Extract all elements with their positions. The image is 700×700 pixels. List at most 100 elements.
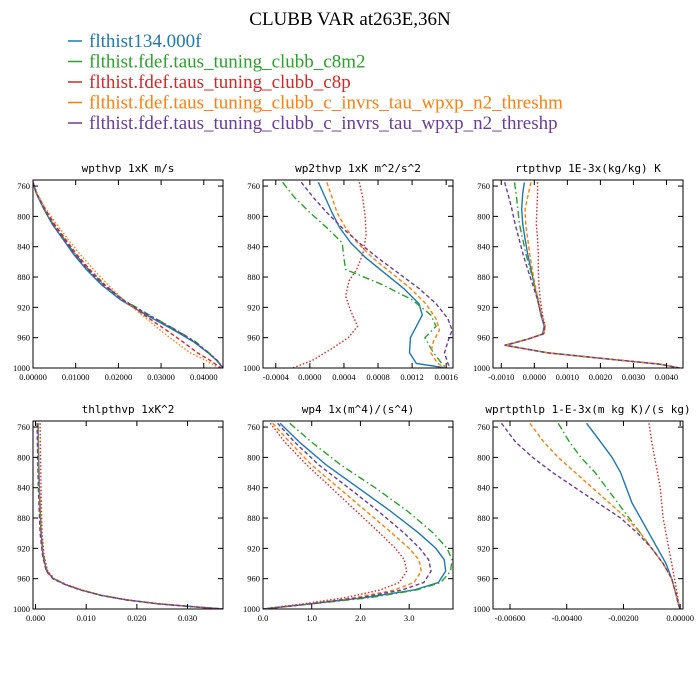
- y-tick-label: 960: [477, 574, 490, 584]
- x-tick-label: 0.0040: [655, 372, 678, 382]
- series-line: [33, 182, 222, 368]
- series-line: [504, 182, 680, 368]
- y-tick-label: 840: [17, 242, 30, 252]
- series-line: [504, 182, 680, 368]
- x-tick-label: 0.010: [77, 613, 96, 623]
- series-line: [263, 422, 447, 609]
- y-tick-label: 800: [247, 211, 260, 221]
- series-line: [33, 182, 223, 368]
- x-tick-label: 0.0008: [366, 372, 389, 382]
- chart-panel: wp2thvp 1xK m^2/s^2 -0.0004 0.0000 0.0004 0.…: [243, 162, 458, 382]
- series-line: [263, 422, 408, 609]
- x-tick-label: -0.00200: [608, 613, 638, 623]
- x-tick-label: -0.00400: [551, 613, 581, 623]
- legend-entry-label: flthist.fdef.taus_tuning_clubb_c_invrs_t…: [89, 93, 563, 114]
- plot-frame: [32, 420, 224, 610]
- x-tick-label: 0.0012: [400, 372, 423, 382]
- series-line: [529, 422, 681, 609]
- series-line: [300, 181, 453, 368]
- series-line: [33, 182, 223, 368]
- y-tick-label: 1000: [473, 604, 490, 614]
- panel-title: wprtpthlp 1-E-3x(m kg K)/(s kg): [485, 403, 690, 416]
- x-tick-label: 0.03000: [147, 372, 175, 382]
- x-tick-label: -0.0010: [488, 372, 514, 382]
- series-line: [282, 181, 447, 368]
- x-tick-label: 0.0004: [332, 372, 356, 382]
- x-tick-label: 0.020: [127, 613, 146, 623]
- y-tick-label: 920: [477, 543, 490, 553]
- panel-title: thlpthvp 1xK^2: [82, 403, 175, 416]
- series-line: [326, 182, 447, 368]
- y-tick-label: 760: [17, 181, 30, 191]
- series-line: [500, 422, 681, 609]
- series-line: [263, 422, 432, 609]
- y-tick-label: 920: [17, 543, 30, 553]
- plot-frame: [32, 179, 224, 369]
- x-tick-label: 0.0000: [523, 372, 546, 382]
- y-tick-label: 920: [247, 302, 260, 312]
- panels-grid: wpthvp 1xK m/s0.00000 0.01000 0.02000 0.030…: [13, 162, 694, 623]
- y-tick-label: 1000: [243, 363, 260, 373]
- chart-panel: thlpthvp 1xK^2 0.000 0.010 0.020 0.030 760 800…: [13, 403, 224, 623]
- x-tick-label: 0.0016: [434, 372, 457, 382]
- panel-title: wpthvp 1xK m/s: [82, 162, 175, 175]
- y-tick-label: 800: [17, 211, 30, 221]
- series-line: [292, 182, 367, 368]
- y-tick-label: 760: [247, 181, 260, 191]
- chart-panel: wpthvp 1xK m/s 0.00000 0.01000 0.02000 0.030…: [13, 162, 224, 382]
- x-tick-label: 0.0020: [589, 372, 612, 382]
- y-tick-label: 960: [17, 574, 30, 584]
- y-tick-label: 880: [247, 272, 260, 282]
- series-line: [36, 423, 223, 609]
- legend-entry-label: flthist.fdef.taus_tuning_clubb_c8m2: [89, 52, 366, 73]
- series-line: [33, 182, 220, 368]
- y-tick-label: 760: [247, 422, 260, 432]
- y-tick-label: 840: [17, 483, 30, 493]
- series-line: [36, 423, 223, 609]
- series-line: [503, 182, 680, 368]
- chart-panel: wprtpthlp 1-E-3x(m kg K)/(s kg) -0.00600 -…: [473, 403, 694, 623]
- y-tick-label: 920: [17, 302, 30, 312]
- x-tick-label: 0.01000: [62, 372, 90, 382]
- y-tick-label: 880: [17, 513, 30, 523]
- legend: flthist134.000fflthist.fdef.taus_tuning_…: [68, 31, 563, 134]
- x-tick-label: 0.04000: [190, 372, 218, 382]
- x-tick-label: 1.0: [306, 613, 317, 623]
- x-tick-label: 0.00000: [19, 372, 47, 382]
- x-tick-label: 0.00000: [666, 613, 694, 623]
- x-tick-label: 3.0: [404, 613, 415, 623]
- legend-entry-label: flthist.fdef.taus_tuning_clubb_c8p: [89, 72, 351, 93]
- y-tick-label: 880: [477, 513, 490, 523]
- x-tick-label: 0.0000: [298, 372, 321, 382]
- y-tick-label: 880: [17, 272, 30, 282]
- y-tick-label: 1000: [473, 363, 490, 373]
- series-line: [263, 422, 453, 609]
- plot-frame: [262, 420, 454, 610]
- panel-title: wp2thvp 1xK m^2/s^2: [295, 162, 421, 175]
- y-tick-label: 800: [17, 452, 30, 462]
- plot-frame: [262, 179, 454, 369]
- series-line: [37, 423, 223, 609]
- series-line: [317, 182, 447, 368]
- y-tick-label: 960: [247, 333, 260, 343]
- series-line: [505, 182, 680, 368]
- series-line: [37, 423, 223, 609]
- chart-panel: wp4 1x(m^4)/(s^4) 0.0 1.0 2.0 3.0 760 800 840 88…: [243, 403, 454, 623]
- y-tick-label: 960: [247, 574, 260, 584]
- x-tick-label: 0.0: [258, 613, 269, 623]
- y-tick-label: 880: [477, 272, 490, 282]
- y-tick-label: 1000: [13, 604, 30, 614]
- x-tick-label: 0.0010: [556, 372, 579, 382]
- x-tick-label: 0.030: [178, 613, 197, 623]
- y-tick-label: 840: [247, 483, 260, 493]
- plot-frame: [492, 179, 684, 369]
- x-tick-label: 0.0030: [622, 372, 645, 382]
- page-title: CLUBB VAR at263E,36N: [249, 9, 451, 30]
- y-tick-label: 880: [247, 513, 260, 523]
- series-line: [33, 182, 223, 368]
- legend-entry-label: flthist134.000f: [89, 31, 202, 52]
- x-tick-label: -0.00600: [495, 613, 525, 623]
- y-tick-label: 760: [477, 422, 490, 432]
- chart-panel: rtpthvp 1E-3x(kg/kg) K -0.0010 0.0000 0.001…: [473, 162, 684, 382]
